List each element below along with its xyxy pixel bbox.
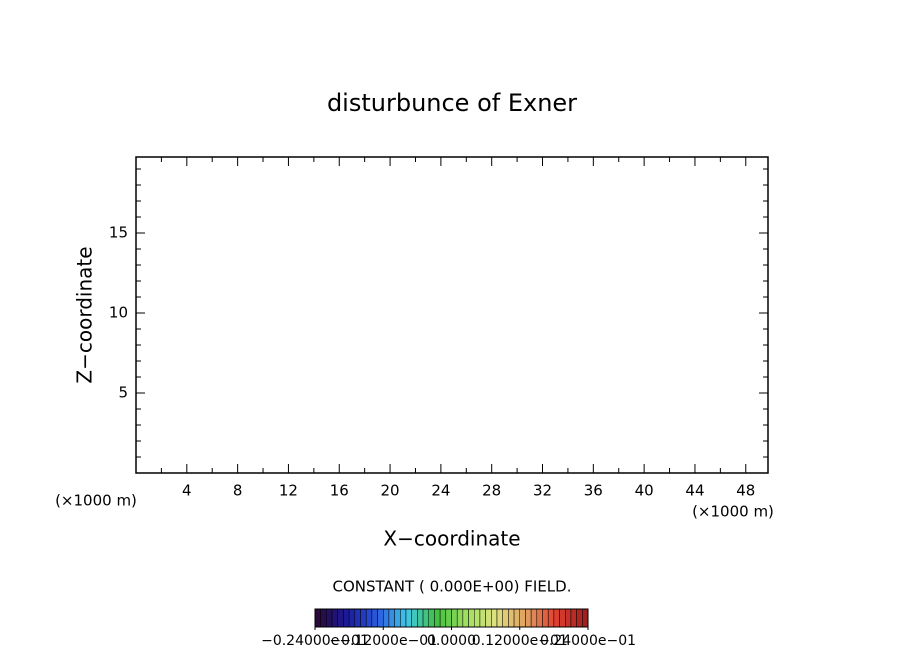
colorbar-stripe [422,608,429,628]
colorbar-stripe [348,608,356,628]
x-tick-label: 16 [330,482,349,500]
colorbar-stripe [451,608,458,628]
colorbar-stripe [331,608,338,628]
colorbar-stripe [502,608,509,628]
colorbar-stripe [565,608,572,628]
colorbar-stripe [468,608,475,628]
colorbar-stripe [326,608,333,628]
colorbar-stripe [582,608,589,628]
colorbar-stripe [513,608,520,628]
colorbar-stripe [434,608,441,628]
colorbar-stripe [360,608,367,628]
colorbar-stripe [411,608,418,628]
colorbar-stripe [508,608,515,628]
x-tick-label: 28 [482,482,501,500]
colorbar-tick-label: −0.24000e−01 [261,633,369,649]
colorbar-stripe [405,608,412,628]
colorbar-stripe [530,608,538,628]
x-unit-label: (×1000 m) [692,503,774,521]
colorbar-stripe [485,608,492,628]
colorbar-stripe [394,608,401,628]
colorbar-stripe [383,608,390,628]
y-unit-label: (×1000 m) [55,492,137,510]
y-tick-label: 10 [109,304,128,322]
x-axis-label: X−coordinate [383,527,520,551]
x-tick-label: 36 [584,482,603,500]
colorbar-stripe [314,608,321,628]
colorbar-stripe [343,608,350,628]
x-tick-label: 32 [533,482,552,500]
plot-frame [135,156,769,474]
x-tick-label: 20 [381,482,400,500]
x-tick-label: 40 [635,482,654,500]
colorbar-tick-label: 0.12000e−01 [472,633,568,649]
colorbar-stripe [456,608,464,628]
x-tick-label: 48 [736,482,755,500]
chart-title: disturbunce of Exner [327,89,577,117]
colorbar-stripe [439,608,447,628]
colorbar-stripe [547,608,555,628]
field-note: CONSTANT ( 0.000E+00) FIELD. [333,578,572,596]
colorbar-stripe [474,608,481,628]
colorbar-stripe [519,608,526,628]
y-tick-label: 5 [118,384,128,402]
colorbar-stripe [354,608,361,628]
colorbar-stripe [525,608,532,628]
colorbar-tick-label: 0.0000 [427,633,476,649]
colorbar-stripe [570,608,577,628]
colorbar-stripe [536,608,543,628]
x-tick-label: 24 [431,482,450,500]
colorbar-stripe [337,608,344,628]
colorbar-stripe [496,608,503,628]
colorbar-stripe [542,608,549,628]
colorbar-stripe [559,608,566,628]
colorbar-stripe [400,608,407,628]
y-tick-label: 15 [109,224,128,242]
colorbar-stripe [491,608,498,628]
colorbar-stripe [377,608,384,628]
colorbar-stripe [428,608,435,628]
x-tick-label: 12 [279,482,298,500]
colorbar-stripe [553,608,560,628]
colorbar-stripe [417,608,424,628]
colorbar-stripe [388,608,395,628]
colorbar-stripe [576,608,583,628]
colorbar-stripe [365,608,373,628]
x-tick-label: 8 [233,482,243,500]
colorbar-stripe [445,608,452,628]
x-tick-label: 44 [685,482,704,500]
colorbar-stripe [371,608,378,628]
colorbar-stripe [462,608,469,628]
colorbar-tick-label: 0.24000e−01 [540,633,636,649]
x-tick-label: 4 [182,482,192,500]
y-axis-label: Z−coordinate [73,246,97,383]
colorbar-stripe [479,608,486,628]
colorbar-stripe [320,608,327,628]
colorbar-tick-label: −0.12000e−01 [329,633,437,649]
